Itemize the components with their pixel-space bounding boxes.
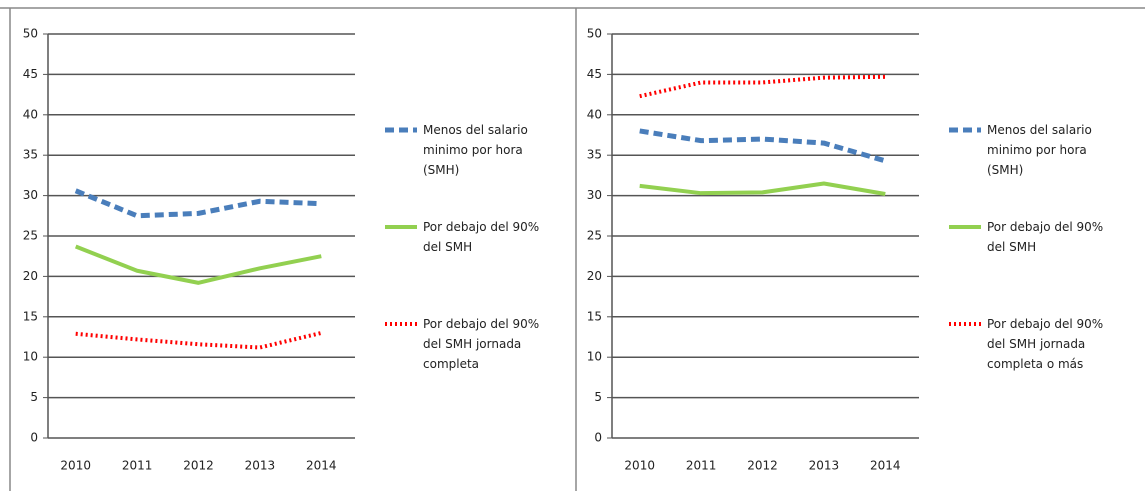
x-tick-label: 2014 (306, 459, 337, 473)
y-tick-label: 0 (594, 431, 602, 445)
x-tick-label: 2010 (60, 459, 91, 473)
x-tick-label: 2014 (870, 459, 901, 473)
y-tick-label: 25 (23, 229, 38, 243)
y-tick-label: 25 (587, 229, 602, 243)
legend-label: Por debajo del 90% del SMH (423, 220, 540, 254)
legend-label: Menos del salario minimo por hora (SMH) (423, 123, 528, 177)
y-tick-label: 20 (587, 269, 602, 283)
y-tick-label: 5 (594, 390, 602, 404)
legend-label: Por debajo del 90% del SMH jornada compl… (423, 317, 540, 371)
y-tick-label: 10 (23, 350, 38, 364)
x-tick-label: 2013 (245, 459, 276, 473)
x-tick-label: 2010 (624, 459, 655, 473)
series-line (74, 244, 322, 285)
y-tick-label: 20 (23, 269, 38, 283)
y-tick-label: 15 (587, 309, 602, 323)
y-tick-label: 50 (587, 27, 602, 41)
x-tick-label: 2013 (809, 459, 840, 473)
series-line (639, 128, 886, 164)
y-tick-label: 45 (23, 67, 38, 81)
series-line (639, 181, 886, 196)
y-tick-label: 15 (23, 309, 38, 323)
x-tick-label: 2011 (686, 459, 717, 473)
y-tick-label: 30 (23, 188, 38, 202)
x-tick-label: 2012 (183, 459, 214, 473)
y-tick-label: 40 (23, 107, 38, 121)
series-line (639, 74, 886, 99)
y-tick-label: 5 (30, 390, 38, 404)
y-tick-label: 30 (587, 188, 602, 202)
legend-label: Por debajo del 90% del SMH (987, 220, 1104, 254)
x-tick-label: 2012 (747, 459, 778, 473)
y-tick-label: 35 (23, 148, 38, 162)
y-tick-label: 35 (587, 148, 602, 162)
x-tick-label: 2011 (122, 459, 153, 473)
y-tick-label: 40 (587, 107, 602, 121)
series-line (74, 188, 322, 219)
series-line (75, 331, 322, 350)
legend-label: Por debajo del 90% del SMH jornada compl… (987, 317, 1104, 371)
y-tick-label: 45 (587, 67, 602, 81)
y-tick-label: 10 (587, 350, 602, 364)
y-tick-label: 0 (30, 431, 38, 445)
legend-label: Menos del salario minimo por hora (SMH) (987, 123, 1092, 177)
y-tick-label: 50 (23, 27, 38, 41)
